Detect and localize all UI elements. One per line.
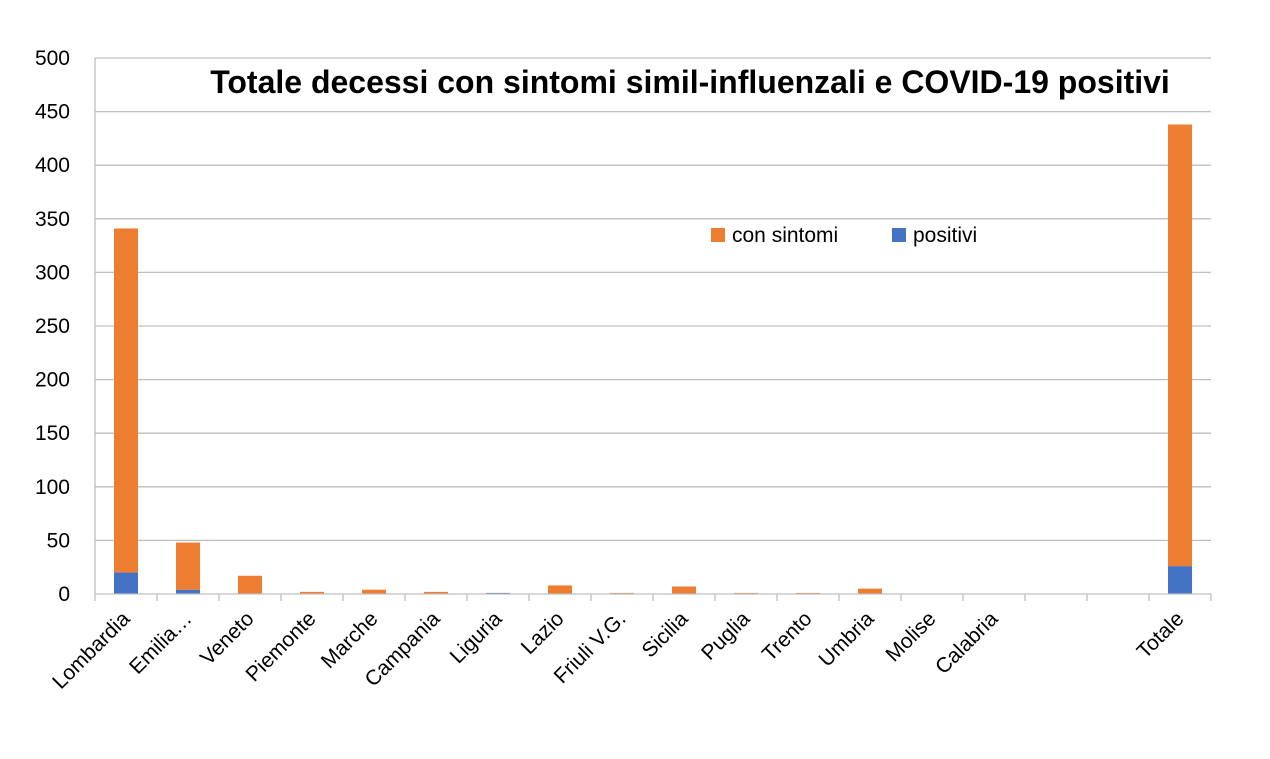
legend-swatch-con-sintomi xyxy=(711,228,725,242)
bar-con-sintomi xyxy=(548,585,572,594)
bar-con-sintomi xyxy=(114,228,138,573)
y-tick-label: 0 xyxy=(58,583,70,606)
legend-label: con sintomi xyxy=(732,224,838,247)
bar-con-sintomi xyxy=(672,586,696,594)
bar-con-sintomi xyxy=(238,575,262,594)
x-tick-label: Trento xyxy=(758,607,817,666)
bar-con-sintomi xyxy=(176,542,200,590)
bar-positivi xyxy=(114,572,138,594)
axes: 0 50 100 150 200 250 300 350 400 450 500 LombardiaE… xyxy=(35,47,1212,694)
y-tick-label: 500 xyxy=(35,47,70,70)
y-tick-label: 400 xyxy=(35,154,70,177)
bar-con-sintomi xyxy=(362,589,386,594)
y-tick-label: 350 xyxy=(35,208,70,231)
x-tick-label: Calabria xyxy=(931,607,1003,679)
chart-title: Totale decessi con sintomi simil-influen… xyxy=(210,64,1170,100)
bar-con-sintomi xyxy=(1168,124,1192,567)
x-tick-label: Liguria xyxy=(446,607,507,668)
x-tick-label: Molise xyxy=(881,607,940,666)
x-tick-label: Lombardia xyxy=(48,607,135,694)
x-tick-label: Lazio xyxy=(517,607,569,659)
x-tick-label: Veneto xyxy=(196,607,259,670)
x-tick-label: Umbria xyxy=(814,607,878,671)
legend-swatch-positivi xyxy=(892,228,906,242)
bars xyxy=(114,124,1192,594)
bar-con-sintomi xyxy=(300,591,324,594)
y-tick-label: 50 xyxy=(47,529,70,552)
y-tick-label: 150 xyxy=(35,422,70,445)
y-tick-label: 250 xyxy=(35,315,70,338)
gridlines xyxy=(95,57,1211,542)
bar-positivi xyxy=(1168,566,1192,594)
legend-label: positivi xyxy=(913,224,977,247)
x-tick-label: Sicilia xyxy=(637,607,692,662)
y-tick-label: 300 xyxy=(35,261,70,284)
x-tick-label: Totale xyxy=(1133,607,1189,663)
x-tick-label: Puglia xyxy=(697,607,755,665)
bar-con-sintomi xyxy=(858,588,882,594)
bar-con-sintomi xyxy=(424,591,448,594)
y-tick-label: 100 xyxy=(35,476,70,499)
bar-positivi xyxy=(176,589,200,594)
y-tick-label: 450 xyxy=(35,101,70,124)
y-tick-label: 200 xyxy=(35,369,70,392)
x-tick-label: Emilia… xyxy=(125,607,197,679)
legend: con sintomi positivi xyxy=(711,224,977,247)
